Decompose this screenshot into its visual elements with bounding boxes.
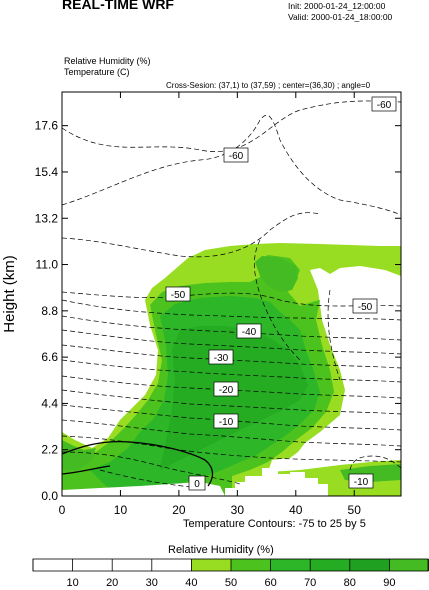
colorbar-tick-label: 80	[344, 577, 356, 589]
colorbar-bin	[191, 559, 231, 571]
zero-isotherm	[61, 440, 214, 487]
y-axis-label: Height (km)	[1, 255, 18, 333]
contour-note: Temperature Contours: -75 to 25 by 5	[183, 518, 366, 530]
colorbar-bin	[310, 559, 350, 571]
x-tick-label: 50	[348, 503, 362, 517]
x-tick-label: 10	[114, 503, 128, 517]
field-label-temperature: Temperature (C)	[64, 67, 130, 77]
colorbar-bin	[389, 559, 429, 571]
colorbar-bin	[231, 559, 271, 571]
svg-text:-10: -10	[354, 477, 369, 488]
contour-label: 0	[188, 475, 206, 491]
y-tick-label: 4.4	[41, 396, 58, 410]
x-tick-label: 0	[59, 503, 66, 517]
humidity-region-left	[62, 440, 96, 470]
colorbar-tick-label: 30	[146, 577, 158, 589]
y-tick-label: 2.2	[41, 443, 58, 457]
contour-label: -40	[236, 323, 262, 339]
y-axis: 0.0 2.2 4.4 6.6 8.8 11.0 13.2 15.4 17.6	[35, 119, 401, 503]
svg-text:-30: -30	[214, 353, 229, 364]
y-tick-label: 15.4	[35, 165, 59, 179]
contour-label: -60	[223, 147, 249, 163]
y-tick-label: 17.6	[35, 119, 59, 133]
colorbar: 10 20 30 40 50 60 70 80 90	[32, 558, 429, 589]
cross-section-info: Cross-Sesion: (37,1) to (37,59) ; center…	[166, 81, 371, 90]
y-tick-label: 13.2	[35, 211, 59, 225]
humidity-region-upper	[255, 256, 298, 292]
x-tick-label: 30	[231, 503, 245, 517]
app-title: REAL-TIME WRF	[62, 0, 174, 12]
colorbar-title: Relative Humidity (%)	[168, 544, 274, 556]
contour-label: -60	[371, 96, 397, 112]
humidity-fill-layer	[62, 243, 401, 496]
y-tick-label: 8.8	[41, 304, 58, 318]
contour-labels: -60 -60 -50 -50 -40 -30 -20 -10 0 -10	[165, 96, 397, 491]
svg-text:-50: -50	[358, 302, 373, 313]
svg-text:-40: -40	[242, 327, 257, 338]
colorbar-tick-label: 90	[383, 577, 395, 589]
init-time: Init: 2000-01-24_12:00:00	[288, 1, 386, 11]
svg-text:-60: -60	[229, 151, 244, 162]
svg-text:-50: -50	[171, 290, 186, 301]
y-tick-label: 11.0	[36, 258, 59, 272]
contour-label: -50	[352, 298, 378, 314]
colorbar-tick-label: 40	[185, 577, 197, 589]
terrain-mask-2	[62, 482, 225, 496]
plot-frame	[61, 91, 402, 497]
colorbar-tick-label: 50	[225, 577, 237, 589]
contour-label: -30	[208, 349, 234, 365]
x-tick-label: 20	[172, 503, 186, 517]
y-tick-label: 6.6	[41, 350, 58, 364]
colorbar-tick-label: 20	[106, 577, 118, 589]
x-axis: 0 10 20 30 40 50	[59, 92, 362, 517]
field-label-humidity: Relative Humidity (%)	[64, 56, 151, 66]
y-tick-label: 0.0	[41, 489, 58, 503]
contour-label: -10	[348, 473, 374, 489]
svg-text:-10: -10	[219, 417, 234, 428]
temperature-contours	[61, 100, 402, 489]
contour-label: -50	[165, 286, 191, 302]
svg-text:0: 0	[194, 479, 200, 490]
colorbar-tick-label: 70	[304, 577, 316, 589]
x-tick-label: 40	[289, 503, 303, 517]
valid-time: Valid: 2000-01-24_18:00:00	[288, 12, 393, 22]
contour-label: -20	[213, 381, 239, 397]
colorbar-tick-label: 10	[66, 577, 78, 589]
colorbar-tick-label: 60	[264, 577, 276, 589]
colorbar-bin	[270, 559, 311, 571]
svg-text:-60: -60	[377, 100, 392, 111]
terrain-mask	[225, 468, 328, 496]
svg-text:-20: -20	[219, 385, 234, 396]
colorbar-bin	[349, 559, 390, 571]
contour-label: -10	[213, 413, 239, 429]
colorbar-frame	[32, 558, 429, 572]
